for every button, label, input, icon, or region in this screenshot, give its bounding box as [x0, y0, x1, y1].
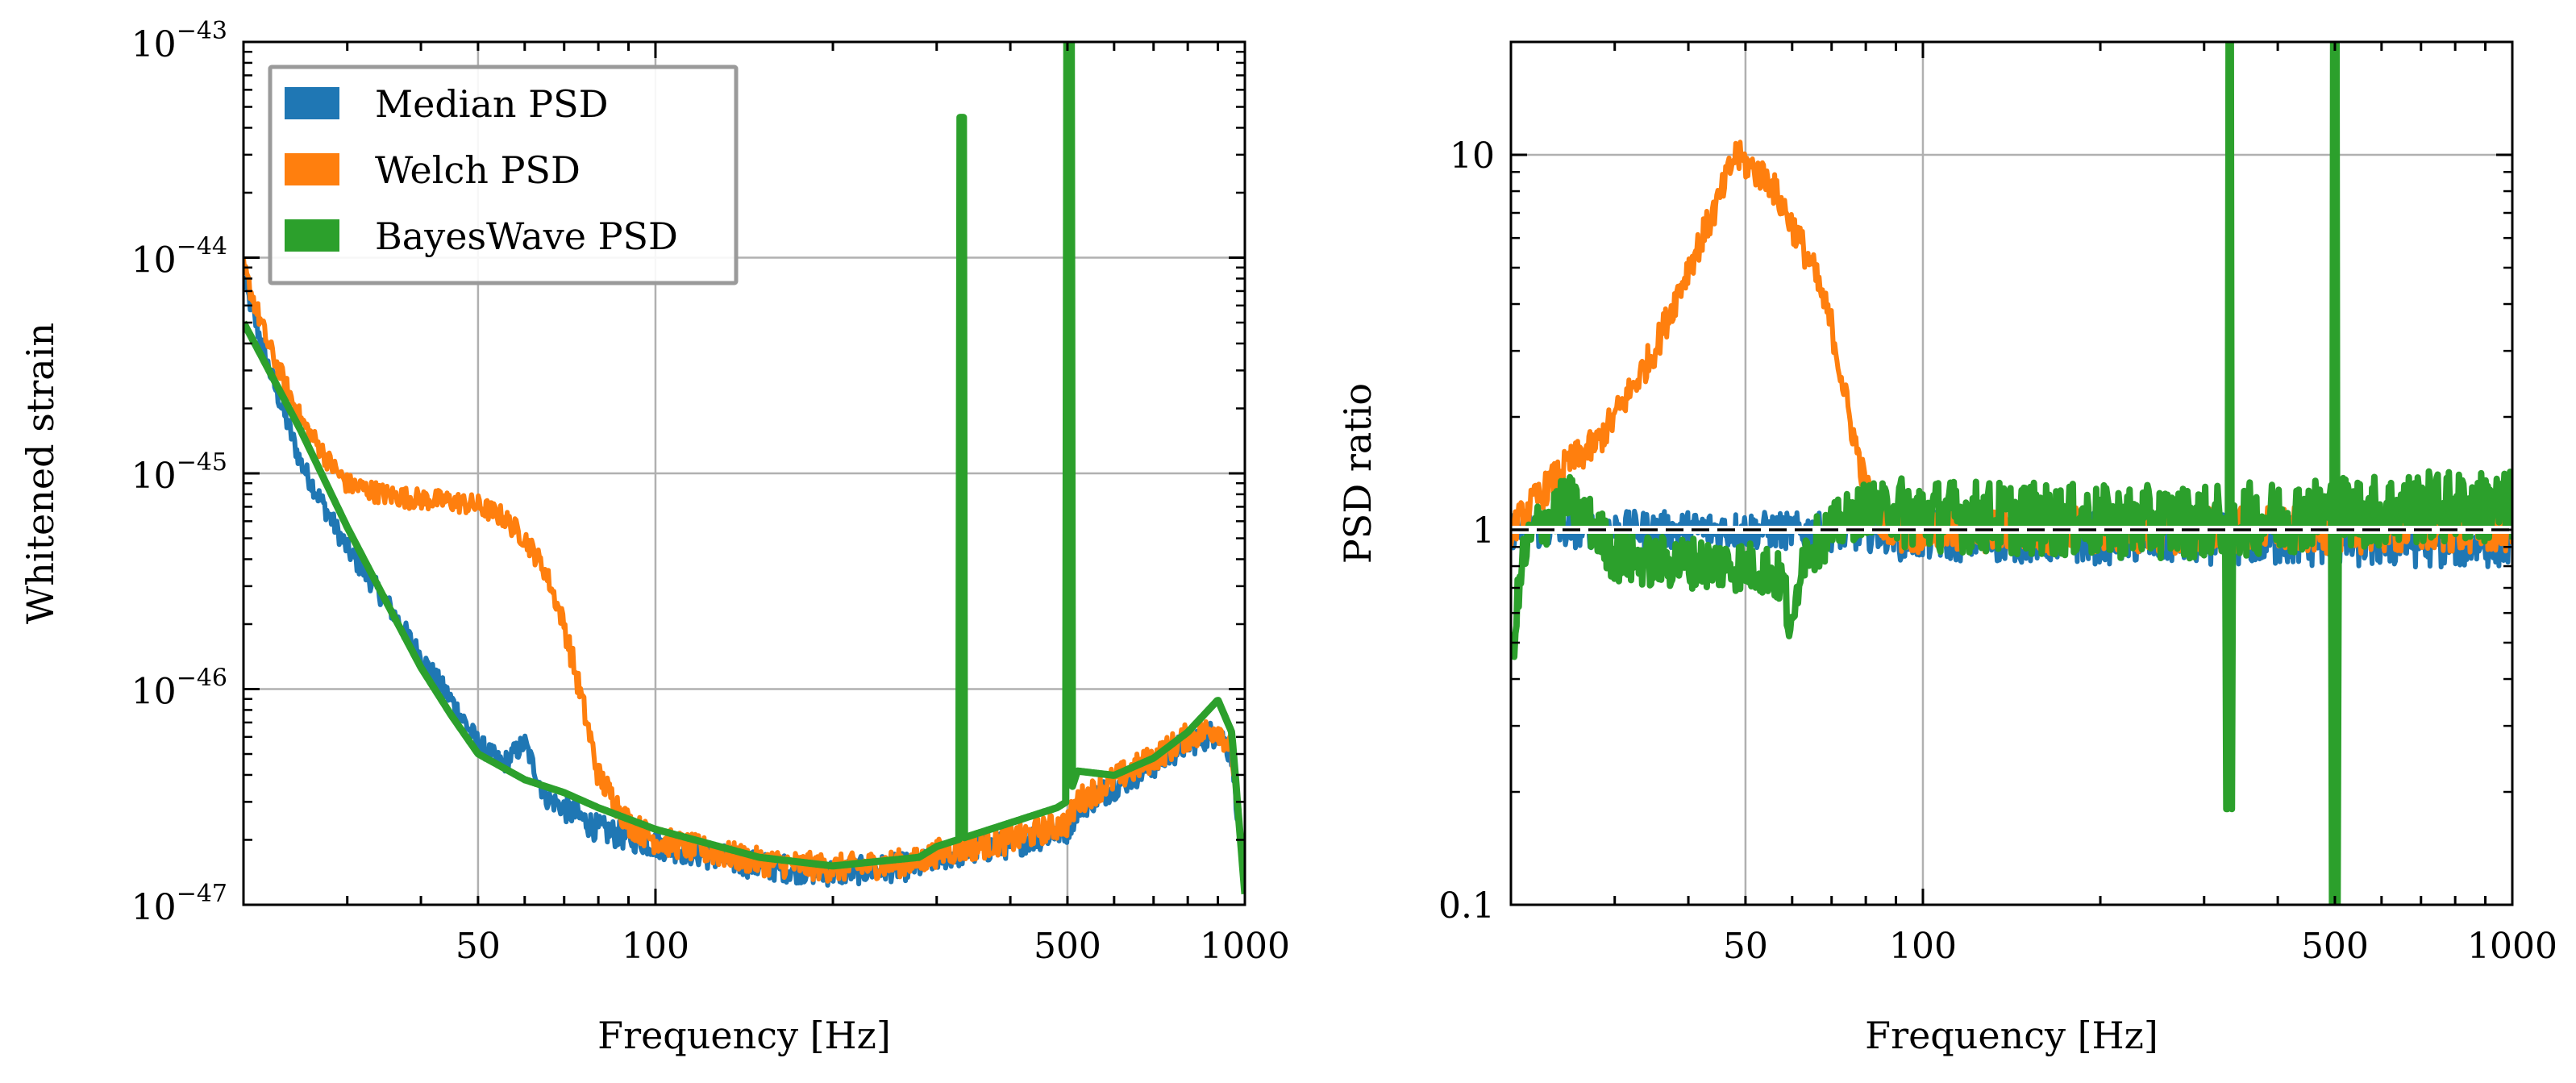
right-x-tick-label: 500 [2301, 926, 2369, 967]
left-y-tick-label: 10−44 [131, 233, 227, 281]
right-y-tick-labels: 0.1 1 10 [1438, 135, 1495, 927]
right-x-tick-label: 1000 [2467, 926, 2557, 967]
right-chart: 50 100 500 1000 0.1 1 10 Frequency [Hz] PSD r… [1336, 40, 2557, 1057]
right-x-tick-labels: 50 100 500 1000 [1723, 926, 2557, 967]
right-x-axis-title: Frequency [Hz] [1865, 1014, 2158, 1057]
left-y-axis-title: Whitened strain [19, 323, 62, 624]
left-y-tick-label: 10−46 [131, 664, 227, 713]
left-x-tick-label: 100 [622, 926, 689, 967]
legend-label-median: Median PSD [375, 82, 609, 126]
left-series-bayeswave-psd [243, 42, 1245, 894]
right-plot-area [1511, 42, 2512, 905]
left-x-axis-title: Frequency [Hz] [597, 1014, 891, 1057]
left-x-tick-label: 1000 [1200, 926, 1290, 967]
legend-swatch-welch [285, 153, 339, 185]
y-tick-base: 10 [131, 672, 177, 713]
right-series [1511, 42, 2512, 905]
right-series-bayeswave-psd [1511, 42, 2512, 905]
left-series [243, 42, 1245, 894]
right-x-tick-label: 50 [1723, 926, 1768, 967]
right-y-tick-label: 1 [1472, 510, 1495, 552]
legend: Median PSD Welch PSD BayesWave PSD [268, 65, 739, 285]
y-tick-base: 10 [131, 24, 177, 65]
legend-swatch-median [285, 87, 339, 119]
y-tick-base: 10 [131, 887, 177, 928]
left-series-welch-psd [243, 258, 1245, 890]
y-tick-exponent: −46 [177, 664, 227, 693]
y-tick-exponent: −43 [177, 17, 227, 45]
legend-swatch-bayeswave [285, 219, 339, 252]
y-tick-exponent: −45 [177, 448, 227, 477]
left-y-tick-label: 10−47 [131, 880, 227, 928]
legend-label-welch: Welch PSD [375, 148, 581, 192]
y-tick-base: 10 [131, 456, 177, 497]
right-y-tick-label: 10 [1450, 135, 1495, 177]
y-tick-base: 10 [131, 240, 177, 281]
right-y-tick-label: 0.1 [1438, 885, 1495, 927]
y-tick-exponent: −47 [177, 880, 227, 908]
right-y-axis-title: PSD ratio [1336, 383, 1380, 564]
left-axes-frame [242, 40, 1246, 906]
left-x-tick-labels: 50 100 500 1000 [456, 926, 1290, 967]
left-y-tick-label: 10−45 [131, 448, 227, 497]
legend-box [268, 65, 739, 285]
right-x-tick-label: 100 [1889, 926, 1957, 967]
left-x-tick-label: 50 [456, 926, 501, 967]
left-y-tick-label: 10−43 [131, 17, 227, 65]
legend-label-bayeswave: BayesWave PSD [375, 215, 678, 258]
y-tick-exponent: −44 [177, 233, 227, 261]
left-x-tick-label: 500 [1034, 926, 1101, 967]
right-axes-frame [1509, 40, 2514, 906]
